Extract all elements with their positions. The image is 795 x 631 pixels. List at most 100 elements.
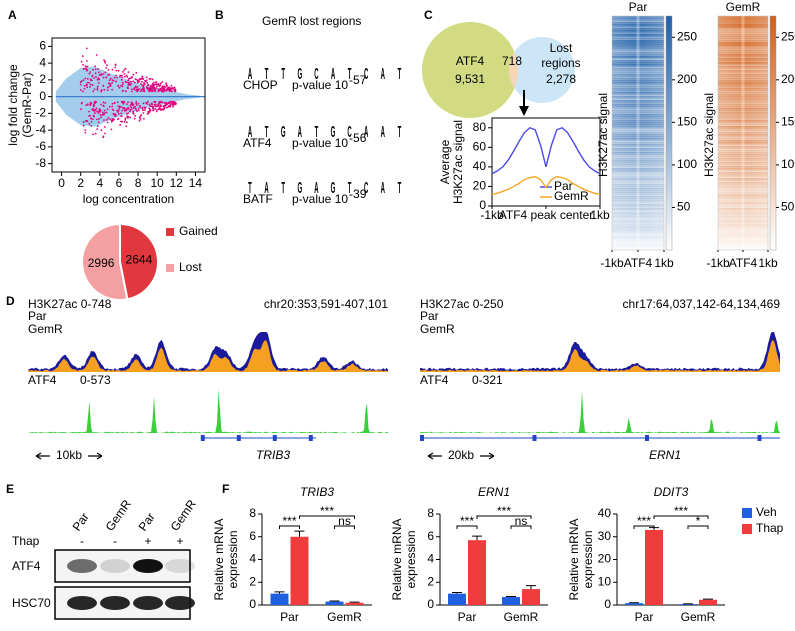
point-cloud [140,78,143,80]
point-cloud [82,79,85,81]
significance-label: *** [674,504,688,518]
point-cloud [120,120,122,123]
heatmap-row [718,154,768,157]
point-cloud [170,84,173,87]
heatmap-row [612,186,664,189]
point-cloud [162,90,164,92]
point-cloud [93,112,96,114]
heatmap-row [612,86,664,89]
y-tick-label: 20 [598,552,612,566]
heatmap-row [718,76,768,79]
blot-band [100,559,130,573]
y-tick-label: 40 [598,506,612,520]
heatmap-row [718,158,768,161]
point-cloud [154,105,157,108]
scale-arrow [427,452,495,460]
logo-letter: G [297,65,302,83]
heatmap-row [718,192,768,195]
x-tick-label: 1kb [590,208,610,222]
point-cloud [87,81,89,84]
heatmap-row [612,148,664,151]
heatmap-row [612,122,664,125]
point-cloud [120,84,122,87]
heatmap-row [718,152,768,155]
point-cloud [118,86,121,89]
heatmap-row [612,224,664,227]
point-cloud [167,87,170,90]
heatmap-row [612,208,664,211]
series-line [491,175,601,195]
motif-exponent: -57 [349,73,367,87]
point-cloud [99,109,102,112]
logo-letter: A [248,123,253,141]
chart-title: ERN1 [478,485,510,499]
point-cloud [117,69,120,72]
logo-letter: T [265,65,269,83]
colorbar-tick-label: 150 [677,115,697,129]
heatmap-row [612,220,664,223]
point-cloud [84,131,87,134]
heatmap-row [612,56,664,59]
point-cloud [160,101,163,103]
point-cloud [93,115,95,118]
point-cloud [163,104,166,107]
point-cloud [134,78,137,81]
logo-letter: T [281,65,285,83]
y-axis-label: Relative mRNA [390,518,404,600]
heatmap-row [718,136,768,139]
point-cloud [102,113,105,116]
point-cloud [104,132,106,135]
point-cloud [92,133,94,136]
heatmap-row [612,172,664,175]
point-cloud [125,108,128,111]
series-line [491,126,601,175]
heatmap-row [718,224,768,227]
legend-label: Par [554,179,573,193]
heatmap-row [612,156,664,159]
heatmap-row [718,58,768,61]
point-cloud [117,118,119,121]
heatmap-row [718,166,768,169]
heatmap-row [612,196,664,199]
bar [502,597,520,605]
heatmap-row [718,228,768,231]
point-cloud [139,118,142,120]
heatmap-row [612,164,664,167]
point-cloud [119,74,122,77]
point-cloud [137,107,140,110]
point-cloud [127,101,129,104]
bar [345,602,364,605]
panel-label: D [6,294,15,308]
heatmap-row [612,168,664,171]
point-cloud [155,110,158,113]
track-series: GemR [28,322,63,336]
heatmap-row [612,132,664,135]
point-cloud [111,81,114,84]
point-cloud [129,104,132,107]
significance-label: ns [515,514,528,528]
point-cloud [138,116,141,119]
heatmap-row [718,46,768,49]
point-cloud [133,105,136,108]
point-cloud [127,112,130,115]
point-cloud [132,113,135,115]
error-bar [294,530,305,537]
heatmap-row [612,242,664,245]
heatmap-row [718,204,768,207]
arrow-head [519,106,529,116]
blot-band [165,559,195,573]
heatmap-row [612,244,664,247]
heatmap-row [718,30,768,33]
heatmap-row [718,42,768,45]
logo-letter: C [364,65,369,83]
point-cloud [108,73,111,76]
point-cloud [132,110,135,113]
logo-letter: C [364,179,369,197]
point-cloud [142,102,145,105]
x-tick-label: Par [280,610,299,624]
point-cloud [143,106,146,109]
venn-label: Lost [550,41,573,55]
point-cloud [108,85,111,88]
point-cloud [142,112,145,114]
point-cloud [116,76,118,79]
